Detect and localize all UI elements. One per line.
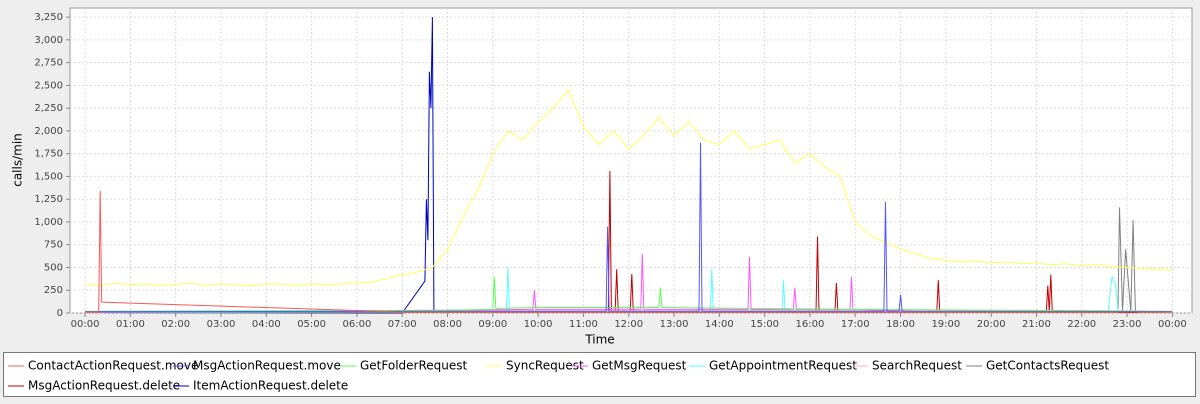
y-tick-label: 3,000	[34, 35, 63, 46]
x-tick-label: 14:00	[705, 319, 734, 330]
x-tick-label: 00:00	[71, 319, 100, 330]
y-axis-label: calls/min	[11, 133, 25, 187]
x-tick-label: 15:00	[750, 319, 779, 330]
x-tick-label: 04:00	[252, 319, 281, 330]
legend-label: GetMsgRequest	[592, 359, 687, 373]
y-tick-label: 750	[44, 240, 63, 251]
x-tick-label: 12:00	[614, 319, 643, 330]
y-tick-label: 2,250	[34, 103, 63, 114]
x-tick-label: 06:00	[343, 319, 372, 330]
legend-label: ContactActionRequest.move	[28, 359, 198, 373]
series-line	[85, 190, 1173, 313]
y-tick-label: 1,250	[34, 194, 63, 205]
series-line	[85, 142, 1173, 313]
legend-label: ItemActionRequest.delete	[193, 379, 348, 393]
x-tick-label: 16:00	[796, 319, 825, 330]
x-tick-label: 05:00	[297, 319, 326, 330]
x-tick-label: 19:00	[931, 319, 960, 330]
y-tick-label: 2,750	[34, 58, 63, 69]
x-tick-label: 02:00	[161, 319, 190, 330]
x-tick-label: 22:00	[1067, 319, 1096, 330]
y-tick-label: 1,000	[34, 217, 63, 228]
x-tick-label: 10:00	[524, 319, 553, 330]
y-tick-label: 500	[44, 262, 63, 273]
x-tick-label: 17:00	[841, 319, 870, 330]
x-tick-label: 18:00	[886, 319, 915, 330]
y-tick-label: 3,250	[34, 12, 63, 23]
series-line	[85, 253, 1173, 313]
series-line	[85, 88, 1173, 287]
x-tick-label: 21:00	[1022, 319, 1051, 330]
legend-label: MsgActionRequest.move	[193, 359, 341, 373]
legend-label: GetContactsRequest	[986, 359, 1109, 373]
y-tick-label: 2,000	[34, 126, 63, 137]
y-tick-label: 1,500	[34, 171, 63, 182]
legend-label: MsgActionRequest.delete	[28, 379, 180, 393]
legend-label: GetAppointmentRequest	[709, 359, 857, 373]
legend-label: SearchRequest	[872, 359, 962, 373]
x-tick-label: 00:00	[1158, 319, 1187, 330]
x-tick-label: 13:00	[660, 319, 689, 330]
y-tick-label: 1,750	[34, 149, 63, 160]
x-tick-label: 09:00	[478, 319, 507, 330]
y-tick-label: 2,500	[34, 80, 63, 91]
x-tick-label: 01:00	[116, 319, 145, 330]
x-tick-label: 23:00	[1113, 319, 1142, 330]
y-tick-label: 250	[44, 285, 63, 296]
x-tick-label: 08:00	[433, 319, 462, 330]
legend-box	[3, 352, 1196, 397]
legend-label: GetFolderRequest	[360, 359, 468, 373]
legend-label: SyncRequest	[506, 359, 584, 373]
x-tick-label: 20:00	[977, 319, 1006, 330]
series-line	[85, 276, 1173, 312]
x-tick-label: 07:00	[388, 319, 417, 330]
x-tick-label: 11:00	[569, 319, 598, 330]
y-tick-label: 0	[57, 308, 63, 319]
legend: ContactActionRequest.moveMsgActionReques…	[8, 359, 1109, 393]
x-axis-label: Time	[584, 333, 614, 347]
x-tick-label: 03:00	[207, 319, 236, 330]
